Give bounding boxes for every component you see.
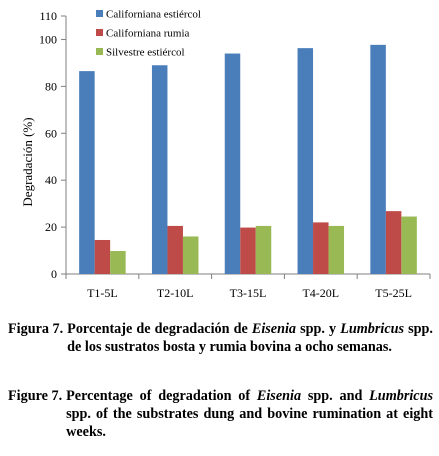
legend-label: Californiana estiércol	[106, 9, 201, 21]
bar	[94, 239, 111, 274]
y-tick-label: 40	[45, 173, 57, 187]
y-tick-label: 0	[51, 267, 57, 281]
x-tick-label: T4-20L	[302, 286, 339, 300]
caption-english-label: Figure 7.	[8, 388, 63, 404]
x-tick-label: T1-5L	[87, 286, 118, 300]
bars	[79, 44, 417, 275]
legend-label: Californiana rumia	[106, 28, 190, 40]
bar	[297, 48, 314, 275]
caption-spanish-text: Porcentaje de degradación de Eisenia spp…	[67, 321, 433, 355]
axes	[61, 15, 431, 279]
legend-label: Silvestre estiércol	[106, 47, 185, 59]
bar	[313, 222, 329, 274]
caption-spanish: Figura 7. Porcentaje de degradación de E…	[8, 320, 433, 356]
legend-swatch	[96, 48, 103, 55]
x-tick-label: T2-10L	[157, 286, 194, 300]
x-tick-label: T5-25L	[375, 286, 412, 300]
bar-chart: 0 20 40 60 80 100 110 T1-5L T2-10L T3-15L T4-20L T5…	[20, 9, 431, 300]
y-tick-label: 20	[45, 220, 57, 234]
bar	[385, 211, 402, 274]
bar	[182, 236, 199, 274]
y-tick-label: 100	[39, 32, 57, 46]
bar	[328, 225, 345, 274]
bar	[224, 53, 241, 275]
bar	[240, 227, 256, 274]
caption-spanish-label: Figura 7.	[8, 321, 64, 337]
y-tick-label: 60	[45, 126, 57, 140]
caption-english: Figure 7. Percentage of degradation of E…	[8, 387, 433, 441]
bar	[110, 251, 126, 274]
bar	[79, 71, 95, 274]
caption-english-text: Percentage of degradation of Eisenia spp…	[66, 388, 433, 440]
y-axis-title: Degradación (%)	[20, 117, 35, 206]
bar	[401, 216, 417, 274]
y-tick-label: 80	[45, 79, 57, 93]
y-tick-label: 110	[39, 9, 57, 23]
bar	[167, 225, 183, 274]
bar	[255, 225, 272, 274]
bar	[370, 44, 386, 274]
legend-swatch	[96, 29, 103, 36]
x-tick-label: T3-15L	[230, 286, 267, 300]
tick-labels: 0 20 40 60 80 100 110 T1-5L T2-10L T3-15L T4-20L T5…	[39, 9, 412, 300]
legend: Californiana estiércol Californiana rumia…	[96, 9, 201, 59]
legend-swatch	[96, 10, 103, 17]
bar	[151, 65, 168, 274]
